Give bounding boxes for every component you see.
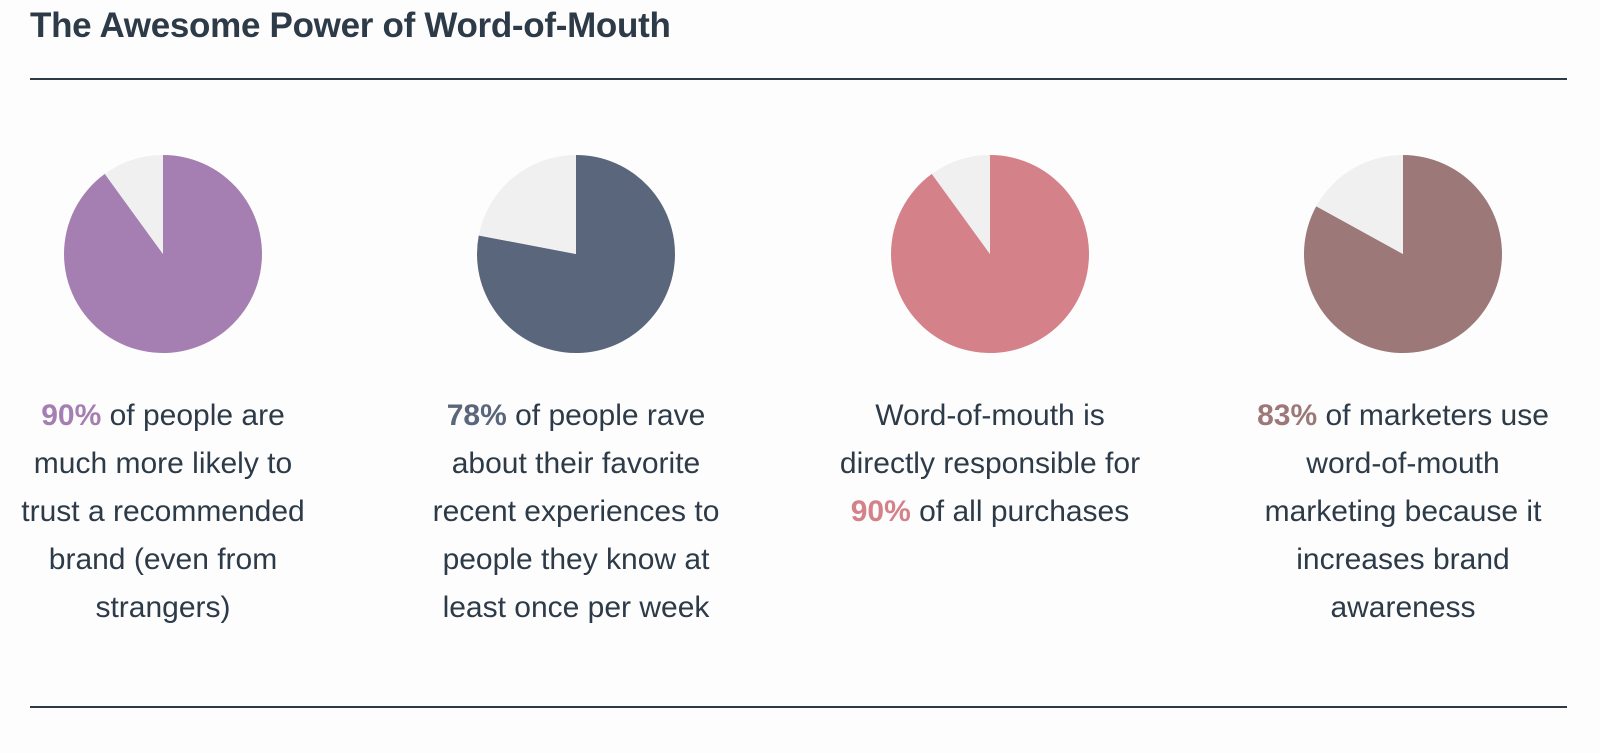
page-title: The Awesome Power of Word-of-Mouth — [30, 6, 671, 45]
pie-slice — [1316, 155, 1403, 254]
bottom-rule — [30, 706, 1567, 708]
value-label: 83% — [1257, 399, 1318, 432]
pie-slice — [478, 155, 576, 254]
caption: 90% of people are much more likely to tr… — [8, 392, 318, 632]
top-rule — [30, 78, 1567, 80]
caption: Word-of-mouth is directly responsible fo… — [835, 392, 1145, 536]
caption-text: of people are much more likely to trust … — [21, 399, 305, 624]
caption-text: of all purchases — [919, 495, 1130, 528]
pie-slice — [931, 155, 990, 254]
value-label: 90% — [850, 495, 911, 528]
caption-text: Word-of-mouth is directly responsible fo… — [839, 399, 1141, 480]
pie-slice — [104, 155, 163, 254]
caption: 78% of people rave about their favorite … — [421, 392, 731, 632]
value-label: 90% — [41, 399, 102, 432]
caption-text: of marketers use word-of-mouth marketing… — [1264, 399, 1549, 624]
caption-text: of people rave about their favorite rece… — [432, 399, 720, 624]
pie-slice — [891, 155, 1090, 354]
pie-slice — [1303, 155, 1502, 354]
caption: 83% of marketers use word-of-mouth marke… — [1248, 392, 1558, 632]
value-label: 78% — [446, 399, 507, 432]
